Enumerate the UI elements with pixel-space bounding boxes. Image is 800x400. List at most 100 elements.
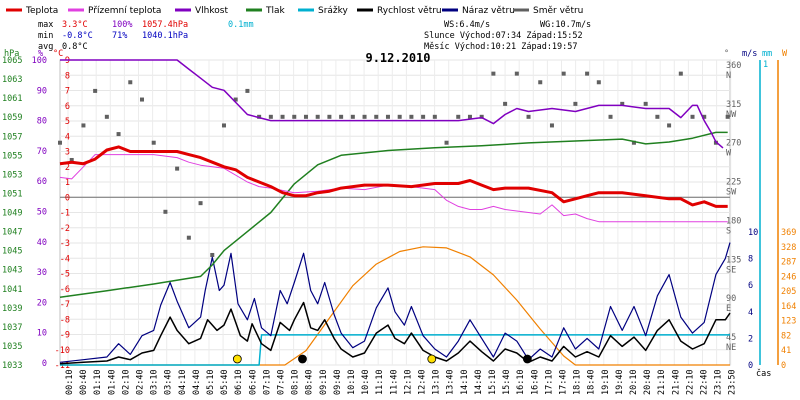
pressure-tick-13: 1039 [2,304,22,314]
time-label-44: 22:10 [685,369,695,395]
wind-tick-2: 6 [748,281,753,291]
pressure-tick-3: 1059 [2,113,22,123]
pressure-tick-1: 1063 [2,75,22,85]
pressure-tick-0: 1065 [2,56,22,66]
direction-point-30 [409,114,414,119]
time-label-43: 21:40 [671,369,681,395]
pressure-tick-14: 1037 [2,323,22,333]
sunrise-marker [232,354,242,364]
direction-point-0 [58,140,62,145]
temp-tick-1: 8 [65,71,70,81]
direction-point-54 [690,114,695,119]
direction-point-14 [221,123,226,128]
wind-tick-3: 4 [748,308,753,318]
x-axis-labels: 00:10 00:40 01:10 01:40 02:10 02:40 03:10 03:40… [65,369,738,395]
solar-tick-6: 123 [781,317,796,327]
direction-label-0: N [726,71,731,81]
pressure-tick-11: 1043 [2,266,22,276]
direction-point-49 [631,140,636,145]
time-label-32: 16:10 [516,369,526,395]
direction-point-48 [620,101,625,106]
solar-tick-2: 287 [781,258,796,268]
temp-tick-18: -9 [60,331,70,341]
pressure-tick-8: 1049 [2,209,22,219]
stat-max-press: 1057.4hPa [142,20,188,30]
chart-marks [58,59,731,366]
direction-label-6: E [726,304,731,314]
direction-point-31 [421,114,426,119]
direction-point-27 [374,114,379,119]
time-label-1: 00:40 [79,369,89,395]
humidity-tick-10: 0 [42,359,47,369]
time-label-45: 22:40 [700,369,710,395]
stat-max-hum: 100% [112,20,132,30]
time-label-18: 09:10 [319,369,329,395]
direction-point-33 [444,140,449,145]
stat-max-rain: 0.1mm [228,20,254,30]
direction-point-29 [397,114,402,119]
pressure-tick-6: 1053 [2,170,22,180]
direction-point-23 [327,114,332,119]
pressure-tick-7: 1051 [2,189,22,199]
series-line-2 [60,59,724,149]
humidity-tick-9: 10 [37,329,47,339]
direction-point-53 [678,71,683,76]
time-label-15: 07:40 [277,369,287,395]
temp-tick-9: 0 [65,193,70,203]
direction-point-20 [292,114,297,119]
direction-point-44 [573,101,578,106]
legend-label-3: Tlak [265,6,286,16]
time-label-13: 06:40 [248,369,258,395]
solar-tick-5: 164 [781,302,796,312]
stat-max-label: max [38,20,53,30]
stat-wg: WG:10.7m/s [540,20,591,30]
temp-tick-5: 4 [65,132,70,142]
temp-axis-unit: °C [53,49,63,59]
direction-tick-3: 225 [726,178,741,188]
direction-tick-2: 270 [726,139,741,149]
time-label-31: 15:40 [502,369,512,395]
stat-avg-temp: 0.8°C [62,42,88,52]
humidity-tick-5: 50 [37,208,47,218]
stat-min-label: min [38,31,53,41]
direction-tick-7: 45 [726,333,736,343]
time-label-2: 01:10 [93,369,103,395]
temp-tick-14: -5 [60,270,70,280]
temp-tick-11: -2 [60,224,70,234]
legend-label-7: Směr větru [533,6,583,16]
solar-tick-9: 0 [781,361,786,371]
wind-tick-1: 8 [748,255,753,265]
time-label-21: 10:40 [361,369,371,395]
time-label-16: 08:10 [291,369,301,395]
solar-tick-8: 41 [781,346,791,356]
direction-point-17 [257,114,262,119]
time-label-35: 17:40 [559,369,569,395]
time-label-10: 05:10 [206,369,216,395]
direction-point-2 [81,123,86,128]
humidity-tick-0: 100 [32,56,47,66]
direction-point-36 [479,114,484,119]
direction-tick-6: 90 [726,294,736,304]
pressure-tick-12: 1041 [2,285,22,295]
direction-point-6 [128,80,133,85]
humidity-tick-8: 20 [37,298,47,308]
time-label-34: 17:10 [544,369,554,395]
time-label-9: 04:40 [192,369,202,395]
time-label-42: 21:10 [657,369,667,395]
direction-point-28 [385,114,390,119]
temp-tick-15: -6 [60,285,70,295]
time-label-47: 23:50 [728,369,738,395]
temp-tick-8: 1 [65,178,70,188]
direction-point-57 [725,114,730,119]
series-line-5 [59,242,731,363]
rain-axis-unit: mm [762,49,772,59]
time-label-6: 03:10 [150,369,160,395]
direction-point-8 [151,140,156,145]
direction-point-43 [561,71,566,76]
time-label-40: 20:10 [629,369,639,395]
humidity-tick-4: 60 [37,177,47,187]
wind-tick-4: 2 [748,334,753,344]
direction-point-38 [503,101,508,106]
direction-point-32 [432,114,437,119]
